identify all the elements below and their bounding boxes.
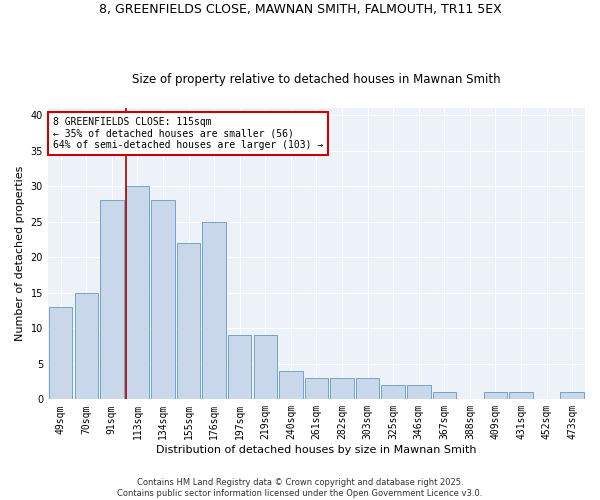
Bar [279,371,302,400]
Bar [560,392,584,400]
Bar [356,378,379,400]
Bar [100,200,124,400]
Bar [202,222,226,400]
Text: Contains HM Land Registry data © Crown copyright and database right 2025.
Contai: Contains HM Land Registry data © Crown c… [118,478,482,498]
Bar [49,307,73,400]
Bar [407,385,431,400]
Bar [382,385,405,400]
Bar [330,378,354,400]
Bar [484,392,507,400]
Bar [433,392,456,400]
Bar [151,200,175,400]
Bar [254,336,277,400]
X-axis label: Distribution of detached houses by size in Mawnan Smith: Distribution of detached houses by size … [156,445,477,455]
Bar [177,243,200,400]
Bar [509,392,533,400]
Bar [125,186,149,400]
Y-axis label: Number of detached properties: Number of detached properties [15,166,25,342]
Text: 8, GREENFIELDS CLOSE, MAWNAN SMITH, FALMOUTH, TR11 5EX: 8, GREENFIELDS CLOSE, MAWNAN SMITH, FALM… [98,2,502,16]
Bar [74,292,98,400]
Text: 8 GREENFIELDS CLOSE: 115sqm
← 35% of detached houses are smaller (56)
64% of sem: 8 GREENFIELDS CLOSE: 115sqm ← 35% of det… [53,116,323,150]
Title: Size of property relative to detached houses in Mawnan Smith: Size of property relative to detached ho… [132,73,501,86]
Bar [305,378,328,400]
Bar [228,336,251,400]
